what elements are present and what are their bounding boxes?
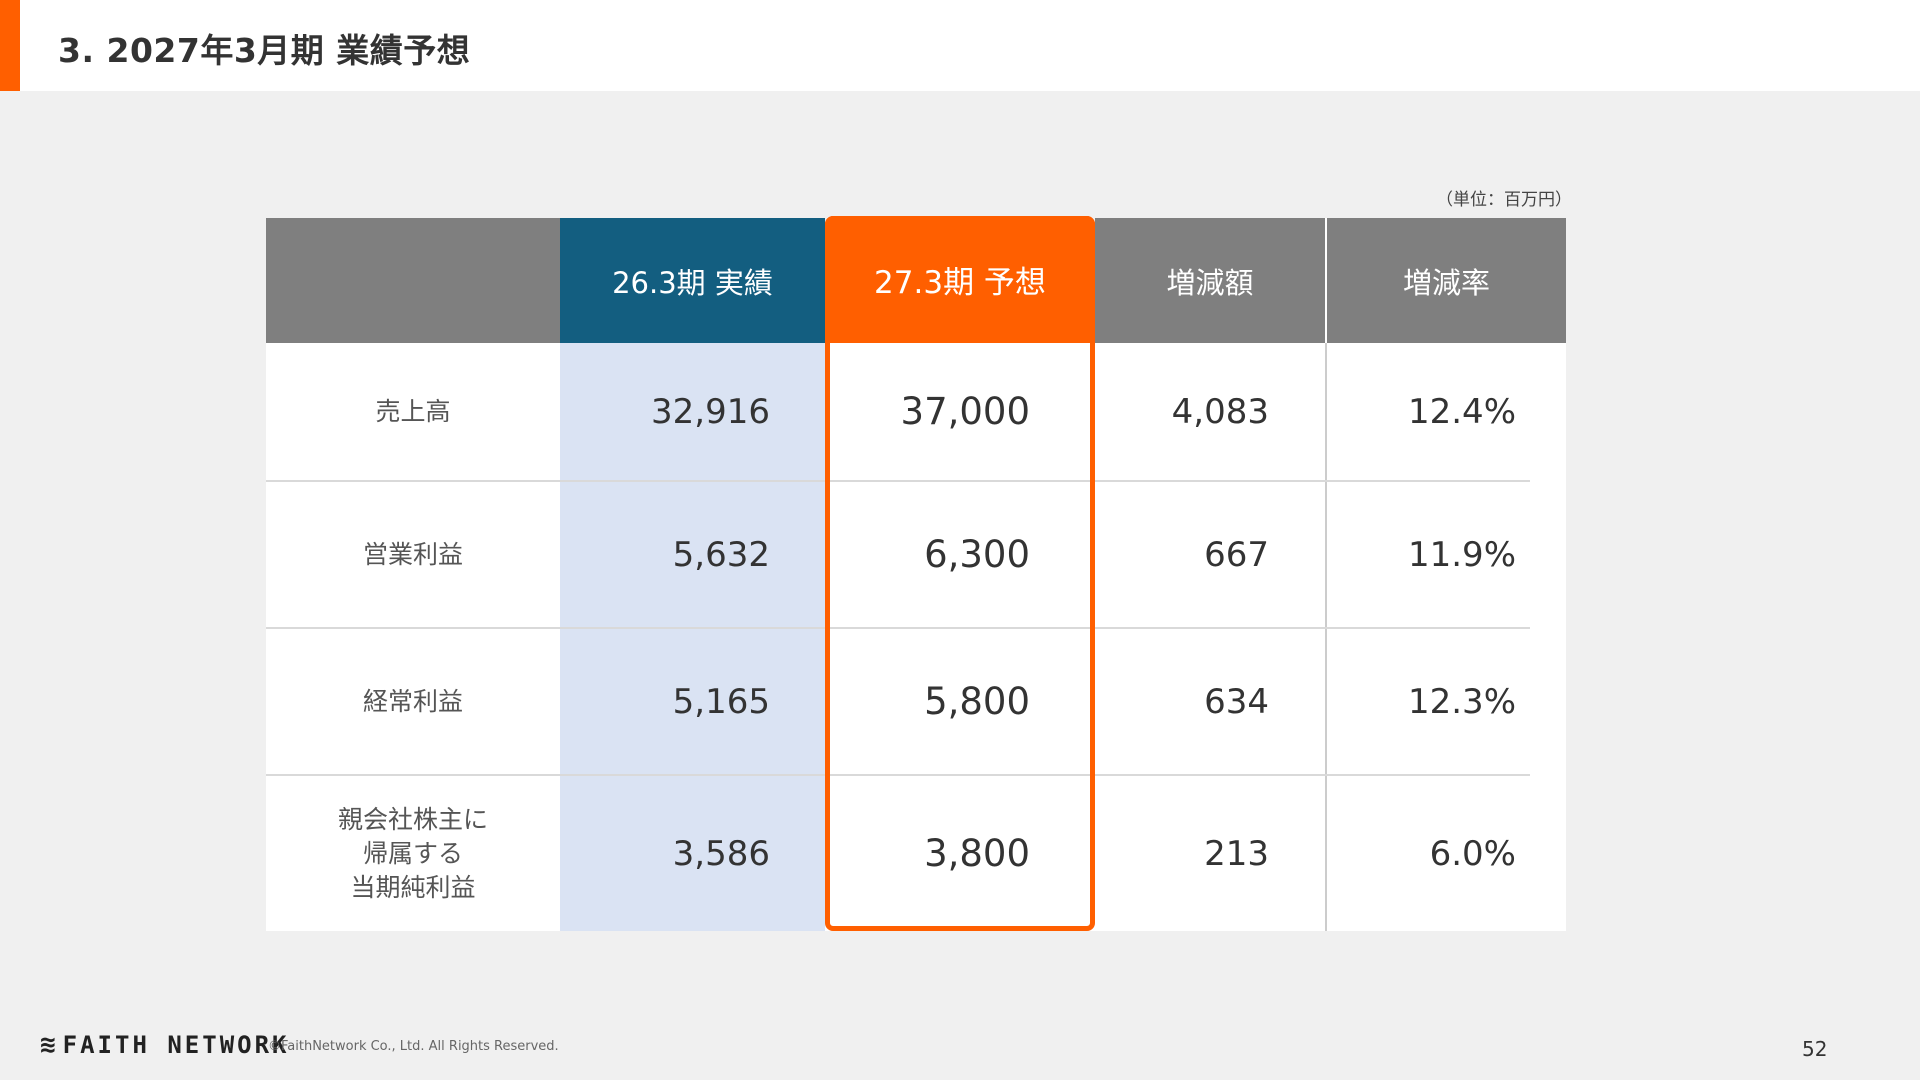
page-title: 3. 2027年3月期 業績予想 xyxy=(58,31,471,70)
diff-value: 213 xyxy=(1204,833,1269,874)
table-row: 親会社株主に 帰属する 当期純利益 3,586 3,800 213 6.0% xyxy=(266,776,1566,931)
row-label: 売上高 xyxy=(375,396,451,426)
row-divider xyxy=(266,480,1530,482)
header-actual: 26.3期 実績 xyxy=(560,218,825,343)
rate-column xyxy=(1327,343,1566,931)
forecast-column xyxy=(825,343,1095,931)
copyright-text: ©FaithNetwork Co., Ltd. All Rights Reser… xyxy=(268,1039,559,1054)
diff-value: 4,083 xyxy=(1171,391,1269,432)
rate-value: 6.0% xyxy=(1429,833,1516,874)
row-label-line: 帰属する xyxy=(362,838,463,868)
unit-note: （単位：百万円） xyxy=(1436,190,1572,210)
header-divider xyxy=(1325,218,1327,343)
row-label: 経常利益 xyxy=(362,686,463,716)
diff-value: 634 xyxy=(1204,681,1269,722)
header-diff: 増減額 xyxy=(1095,218,1325,343)
header-forecast: 27.3期 予想 xyxy=(825,216,1095,343)
rate-value: 11.9% xyxy=(1407,534,1516,575)
slide-header: 3. 2027年3月期 業績予想 xyxy=(0,0,1920,91)
actual-value: 5,632 xyxy=(672,534,770,575)
column-divider xyxy=(1325,343,1327,931)
forecast-value: 5,800 xyxy=(924,680,1030,723)
row-divider xyxy=(266,627,1530,629)
row-label-line: 当期純利益 xyxy=(350,872,476,902)
forecast-value: 37,000 xyxy=(900,390,1030,433)
faith-network-logo-icon: ≋ xyxy=(40,1030,59,1060)
table-row: 売上高 32,916 37,000 4,083 12.4% xyxy=(266,343,1566,480)
diff-column xyxy=(1095,343,1325,931)
label-column xyxy=(266,343,560,931)
header-rate: 増減率 xyxy=(1327,218,1566,343)
row-label: 親会社株主に 帰属する 当期純利益 xyxy=(266,776,560,931)
table-row: 営業利益 5,632 6,300 667 11.9% xyxy=(266,482,1566,627)
rate-value: 12.4% xyxy=(1407,391,1516,432)
row-label: 営業利益 xyxy=(362,539,463,569)
header-accent-bar xyxy=(0,0,20,91)
row-divider xyxy=(266,774,1530,776)
diff-value: 667 xyxy=(1204,534,1269,575)
forecast-table: 26.3期 実績 増減額 増減率 売上高 32,916 37,000 4,083… xyxy=(266,216,1566,931)
row-label-line: 親会社株主に xyxy=(337,804,488,834)
actual-column xyxy=(560,343,825,931)
forecast-value: 3,800 xyxy=(924,832,1030,875)
forecast-value: 6,300 xyxy=(924,533,1030,576)
company-logo: ≋ FAITH NETWORK xyxy=(40,1030,290,1060)
actual-value: 5,165 xyxy=(672,681,770,722)
actual-value: 32,916 xyxy=(651,391,770,432)
actual-value: 3,586 xyxy=(672,833,770,874)
page-number: 52 xyxy=(1802,1037,1828,1061)
table-row: 経常利益 5,165 5,800 634 12.3% xyxy=(266,629,1566,774)
rate-value: 12.3% xyxy=(1407,681,1516,722)
logo-text: FAITH NETWORK xyxy=(62,1031,290,1059)
header-empty-cell xyxy=(266,218,560,343)
